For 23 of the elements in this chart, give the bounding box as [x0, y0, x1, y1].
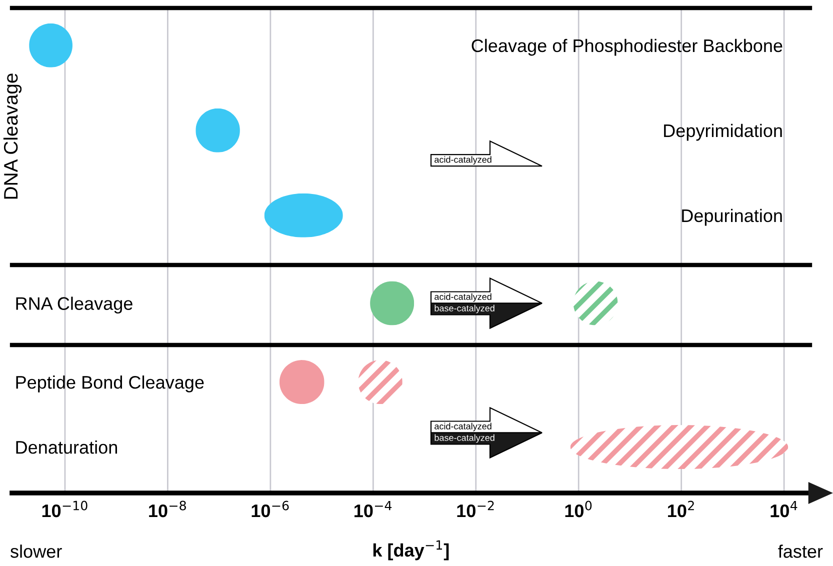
x-tick-label: 10$^{−2}$ [457, 500, 494, 518]
x-axis-title: k [day$^{−1}$] [373, 540, 449, 560]
y-tick-label: Peptide Bond Cleavage [16, 376, 204, 392]
y-tick-label: Depyrimidation [664, 124, 782, 141]
y-axis-title: DNA Cleavage [3, 74, 22, 199]
y-tick-label: Depurination [682, 208, 782, 226]
x-tick-label: 10$^{−6}$ [252, 500, 289, 518]
y-tick-label: Cleavage of Phosphodiester Backbone [472, 38, 782, 56]
x-tick-label: 10$^{−10}$ [42, 500, 88, 518]
text: slower [10, 544, 62, 558]
x-tick-label: 10$^{4}$ [770, 500, 798, 518]
annotation: acid-catalyzed [434, 156, 492, 165]
text: faster [778, 544, 823, 558]
annotation: acid-catalyzed [434, 422, 492, 432]
x-tick-label: 10$^{−4}$ [354, 500, 392, 518]
y-tick-label: Denaturation [16, 440, 117, 454]
annotation: base-catalyzed [434, 304, 494, 314]
x-tick-label: 10$^{−8}$ [149, 500, 186, 518]
x-tick-label: 10$^{2}$ [668, 500, 694, 518]
x-tick-label: 10$^{0}$ [565, 500, 592, 518]
annotation: base-catalyzed [434, 434, 494, 443]
annotation: acid-catalyzed [434, 293, 492, 302]
y-tick-label: RNA Cleavage [16, 296, 132, 314]
